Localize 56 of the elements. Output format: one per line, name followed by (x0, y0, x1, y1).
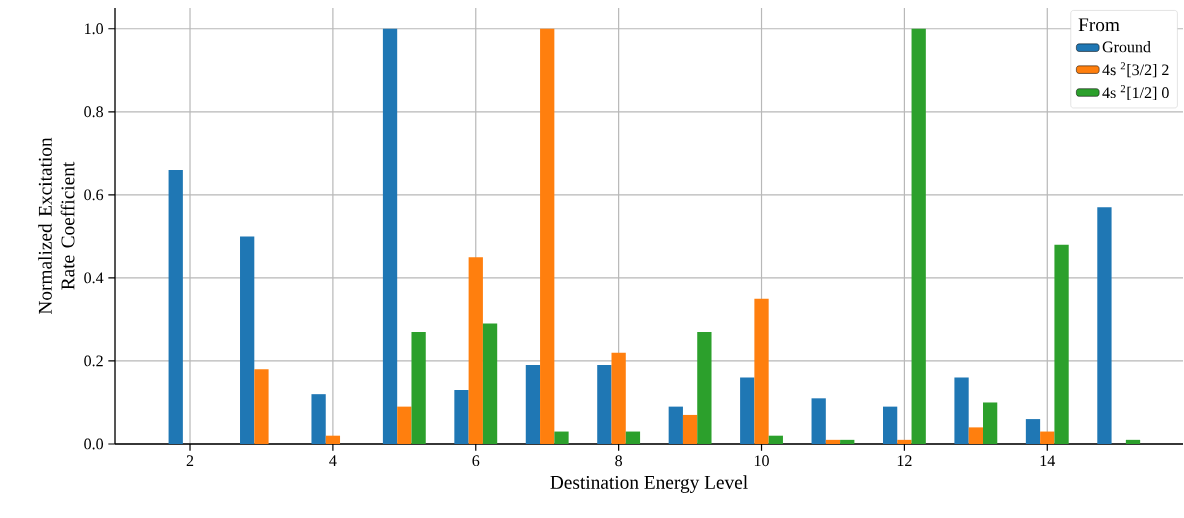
bar (554, 431, 569, 444)
x-tick-label: 4 (329, 455, 337, 466)
bar (982, 402, 998, 444)
bar (668, 406, 683, 444)
bar (525, 365, 541, 444)
bar (625, 431, 641, 444)
bar (254, 369, 269, 444)
bar (1054, 244, 1069, 444)
y-tick-label: 0.4 (84, 272, 104, 284)
bar (1125, 439, 1141, 444)
bar (682, 414, 698, 444)
legend-label: 4s $^{2}$[1/2] 0 (1102, 85, 1169, 101)
legend-label: Ground (1102, 41, 1151, 53)
bar (825, 439, 841, 444)
bar (754, 298, 769, 444)
bar (240, 236, 255, 444)
legend-title: From (1078, 18, 1120, 32)
bar (454, 390, 469, 444)
bar (897, 439, 912, 444)
y-tick-label: 0.0 (84, 438, 104, 450)
bar (1025, 419, 1041, 444)
y-tick-label: 0.6 (84, 189, 104, 201)
y-tick-label: 1.0 (85, 23, 104, 35)
bar (768, 435, 783, 444)
legend-label: 4s $^{2}$[3/2] 2 (1102, 62, 1169, 78)
x-axis-title: Destination Energy Level (550, 475, 748, 493)
bar (382, 28, 398, 444)
x-tick-label: 6 (472, 455, 480, 467)
bar (1040, 431, 1055, 444)
x-tick-label: 8 (615, 455, 623, 467)
bar (954, 377, 969, 444)
bar (540, 28, 555, 444)
bar (611, 352, 626, 444)
bar (740, 377, 755, 444)
bar (411, 331, 426, 444)
bar (911, 28, 926, 444)
bar (840, 439, 855, 444)
bar (1097, 207, 1112, 444)
x-tick-label: 12 (897, 455, 912, 466)
bar (882, 406, 898, 444)
bar (168, 169, 183, 444)
bar (482, 323, 498, 444)
x-tick-label: 2 (186, 455, 194, 466)
y-tick-label: 0.8 (84, 106, 104, 118)
bar (468, 257, 483, 444)
bar (697, 331, 712, 444)
bar (811, 398, 826, 444)
y-axis-title: Normalized Excitation Rate Coefficient (38, 137, 75, 315)
bar (968, 427, 983, 444)
bar (311, 394, 326, 444)
y-tick-label: 0.2 (84, 355, 103, 367)
bar (597, 365, 612, 444)
bar (325, 435, 341, 444)
x-tick-label: 14 (1040, 455, 1056, 466)
bar (397, 406, 412, 444)
x-tick-label: 10 (754, 455, 769, 467)
